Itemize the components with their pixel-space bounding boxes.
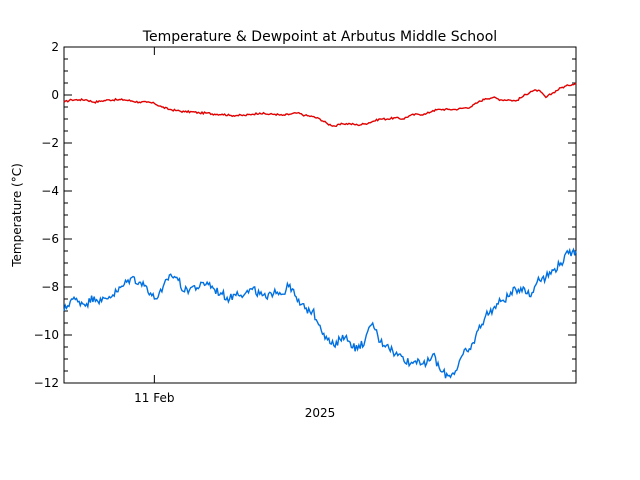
dewpoint-series-line (63, 247, 577, 379)
y-tick-label: −2 (41, 136, 59, 150)
y-tick-label: 0 (51, 88, 59, 102)
y-tick-label: −4 (41, 184, 59, 198)
x-axis: 11 Feb (134, 47, 175, 405)
y-axis-label: Temperature (°C) (10, 163, 24, 268)
y-tick-label: −6 (41, 232, 59, 246)
x-tick-label: 11 Feb (134, 391, 174, 405)
chart-title: Temperature & Dewpoint at Arbutus Middle… (142, 29, 497, 45)
y-tick-label: −12 (34, 376, 59, 390)
series-group (63, 82, 577, 379)
temperature-series-line (63, 82, 577, 128)
y-axis: −12 −10 −8 −6 −4 −2 0 2 (34, 40, 576, 390)
x-axis-label: 2025 (305, 406, 336, 420)
plot-frame (63, 46, 577, 384)
y-tick-label: −10 (34, 328, 59, 342)
y-tick-label: −8 (41, 280, 59, 294)
y-tick-label: 2 (51, 40, 59, 54)
